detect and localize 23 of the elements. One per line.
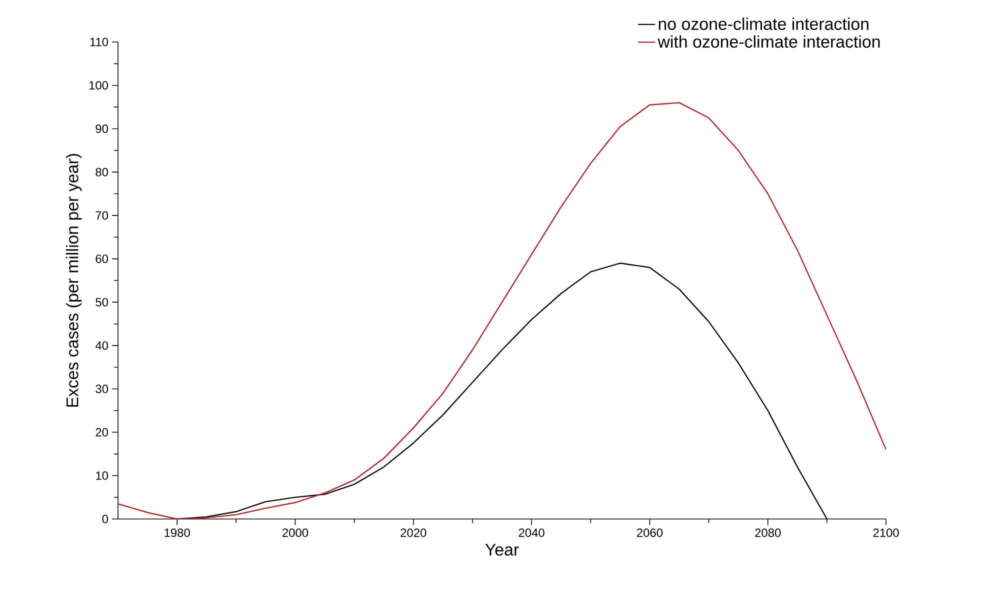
y-tick-label: 70 [96,211,108,220]
y-tick-label: 0 [102,514,108,524]
y-tick-label: 80 [96,168,108,176]
x-tick-label: 2000 [282,528,308,537]
x-tick-label: 2100 [873,528,899,537]
y-axis-title: Exces cases (per million per year) [66,154,82,407]
y-tick-label: 50 [96,298,108,306]
x-tick-label: 2020 [400,528,426,537]
x-axis-title: Year [485,544,519,556]
y-tick-label: 40 [95,341,108,350]
y-tick-label: 20 [96,428,108,436]
y-tick-label: 100 [89,81,108,90]
legend-label: with ozone-climate interaction [658,35,880,48]
x-tick-label: 2080 [755,528,781,537]
x-tick-label: 2040 [518,528,544,537]
y-tick-label: 60 [96,254,108,264]
x-tick-label: 2060 [636,528,663,537]
legend-label: no ozone-climate interaction [658,18,868,30]
y-tick-label: 90 [96,124,108,133]
y-tick-label: 10 [96,471,108,480]
x-tick-label: 1980 [164,528,190,537]
y-tick-label: 30 [96,384,108,394]
y-tick-label: 110 [90,38,108,46]
